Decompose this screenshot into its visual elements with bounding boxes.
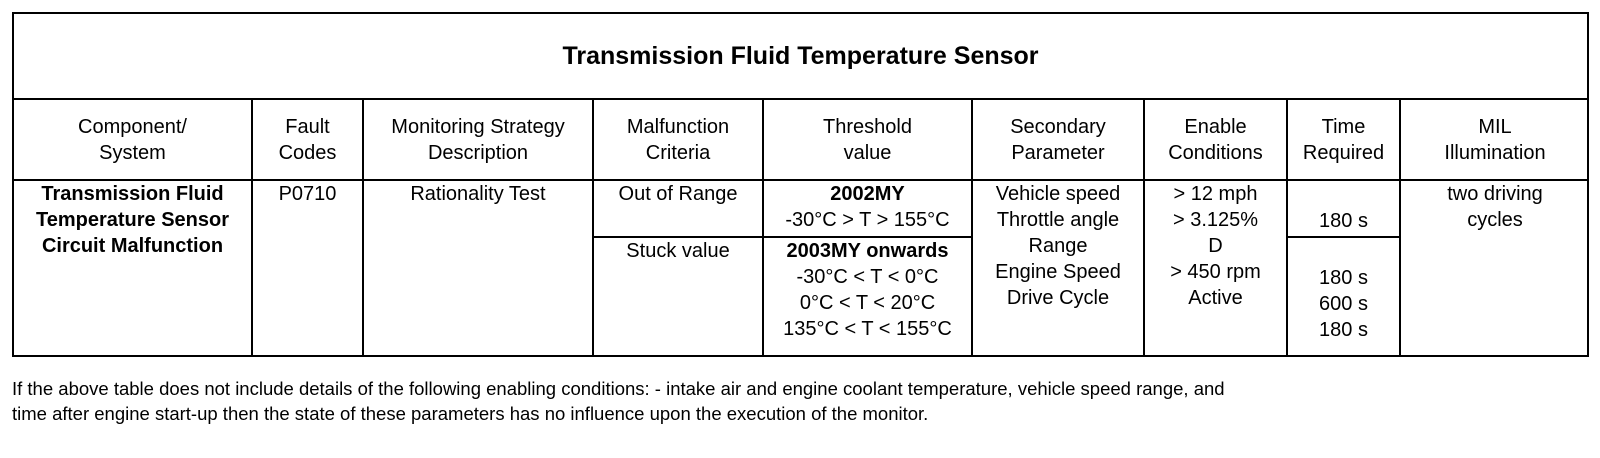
grid-line [1286,98,1288,355]
header-fault-codes: Fault Codes [278,116,337,164]
header-component: Component/ System [78,116,187,164]
header-mil: MIL Illumination [1444,116,1546,164]
header-time: Time Required [1302,116,1385,164]
grid-line [762,98,764,355]
monitor-table: Transmission Fluid Temperature Sensor Co… [12,12,1589,357]
grid-line [251,98,253,355]
header-enable: Enable Conditions [1168,116,1263,164]
footnote: If the above table does not include deta… [12,378,1225,424]
grid-line [14,179,1589,181]
malfunction-stuck-value: Stuck value [626,240,730,262]
header-malfunction: Malfunction Criteria [626,116,730,164]
fault-code: P0710 [278,183,337,205]
grid-line [1286,236,1401,238]
malfunction-out-of-range: Out of Range [618,183,738,205]
component-name: Transmission Fluid Temperature Sensor Ci… [35,183,230,257]
mil-illumination: two driving cycles [1447,183,1543,231]
grid-line [592,236,973,238]
secondary-parameters: Vehicle speed Throttle angle Range Engin… [995,183,1121,309]
strategy-description: Rationality Test [410,183,546,205]
grid-line [1143,98,1145,355]
enable-conditions: > 12 mph > 3.125% D > 450 rpm Active [1170,183,1261,309]
grid-line [592,98,594,355]
threshold-2002my: 2002MY -30°C > T > 155°C [785,183,950,231]
header-threshold: Threshold value [823,116,912,164]
grid-line [1399,98,1401,355]
grid-line [971,98,973,355]
header-strategy: Monitoring Strategy Description [391,116,565,164]
header-secondary: Secondary Parameter [1010,116,1106,164]
time-required-a: 180 s [1319,210,1368,232]
threshold-2003my: 2003MY onwards -30°C < T < 0°C 0°C < T <… [783,240,952,340]
table-title: Transmission Fluid Temperature Sensor [14,14,1587,100]
time-required-b: 180 s 600 s 180 s [1319,267,1368,341]
grid-line [362,98,364,355]
